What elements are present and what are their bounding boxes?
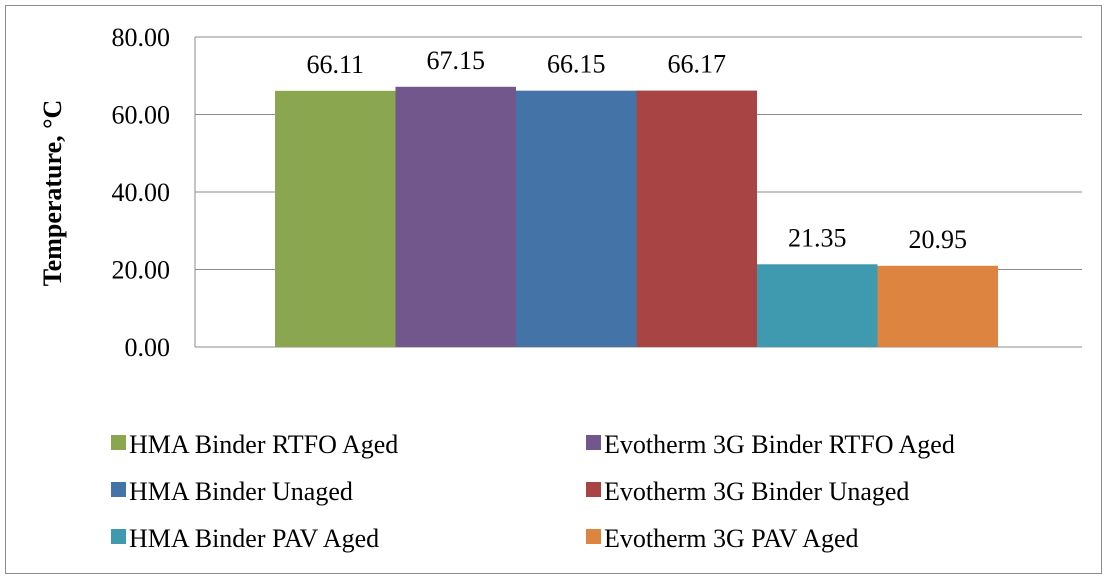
chart-svg: 66.11 67.15 66.15 66.17 21.35 20.95 0.00 20.00… [38,23,1082,553]
legend-swatch [111,435,126,450]
legend: HMA Binder RTFO Aged Evotherm 3G Binder R… [111,430,955,553]
data-labels: 66.11 67.15 66.15 66.17 21.35 20.95 [306,46,967,254]
data-label: 20.95 [909,225,968,254]
bar [757,264,878,347]
legend-label: Evotherm 3G PAV Aged [604,524,859,553]
legend-item: Evotherm 3G Binder Unaged [586,477,909,506]
legend-item: Evotherm 3G PAV Aged [586,524,859,553]
legend-swatch [111,529,126,544]
legend-swatch [586,435,601,450]
bar [395,86,516,347]
bars [275,86,998,347]
legend-item: HMA Binder PAV Aged [111,524,379,553]
legend-item: Evotherm 3G Binder RTFO Aged [586,430,955,459]
bar [516,90,637,347]
y-tick-label: 20.00 [112,256,171,285]
legend-label: HMA Binder Unaged [129,477,353,506]
legend-label: Evotherm 3G Binder Unaged [604,477,909,506]
legend-item: HMA Binder RTFO Aged [111,430,398,459]
data-label: 66.17 [668,50,727,79]
chart-frame: 66.11 67.15 66.15 66.17 21.35 20.95 0.00 20.00… [5,5,1102,574]
y-tick-label: 80.00 [112,23,171,52]
legend-label: HMA Binder PAV Aged [129,524,379,553]
legend-item: HMA Binder Unaged [111,477,353,506]
legend-swatch [586,482,601,497]
legend-swatch [586,529,601,544]
legend-swatch [111,482,126,497]
y-tick-label: 60.00 [112,101,171,130]
legend-label: Evotherm 3G Binder RTFO Aged [604,430,955,459]
data-label: 66.15 [547,50,606,79]
data-label: 21.35 [788,223,847,252]
bar [275,90,396,347]
y-axis-title: Temperature, °C [38,100,67,287]
data-label: 66.11 [306,50,364,79]
data-label: 67.15 [427,46,486,75]
y-tick-labels: 0.00 20.00 40.00 60.00 80.00 [112,23,171,362]
y-tick-label: 40.00 [112,178,171,207]
bar [877,265,998,347]
legend-label: HMA Binder RTFO Aged [129,430,398,459]
y-tick-label: 0.00 [125,333,171,362]
bar [636,90,757,347]
